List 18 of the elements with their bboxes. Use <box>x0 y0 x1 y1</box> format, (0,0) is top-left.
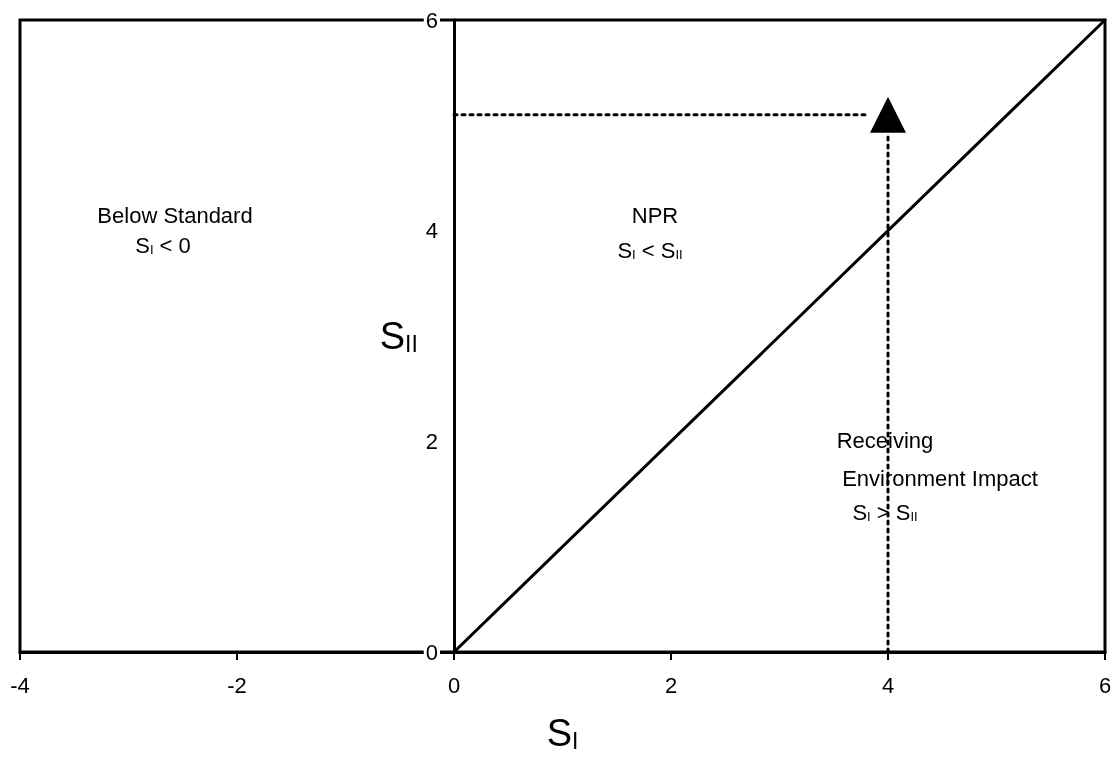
x-tick-label: 0 <box>447 672 461 698</box>
x-tick-label: 4 <box>881 672 895 698</box>
y-tick-label: 0 <box>425 639 438 665</box>
y-tick-label: 4 <box>425 218 438 244</box>
annotation: Environment Impact <box>842 465 1038 491</box>
y-tick-label: 6 <box>425 7 438 33</box>
x-tick-label: -4 <box>10 672 30 698</box>
x-tick-label: -2 <box>227 672 247 698</box>
annotation: NPR <box>631 202 679 228</box>
y-axis-title: SII <box>379 315 418 357</box>
annotation: Receiving <box>836 427 934 453</box>
annotation: Below Standard <box>97 202 253 228</box>
annotation: SI < 0 <box>135 232 191 258</box>
annotation: SI < SII <box>617 237 683 263</box>
x-tick-label: 2 <box>664 672 678 698</box>
x-tick-label: 6 <box>1098 672 1112 698</box>
y-tick-label: 2 <box>425 428 438 454</box>
x-axis-title: SI <box>546 712 579 754</box>
